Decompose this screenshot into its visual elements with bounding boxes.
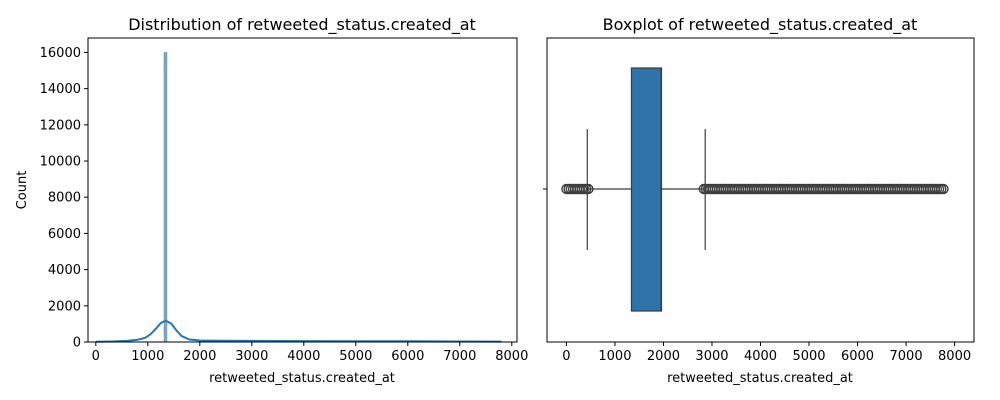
box-xtick-label: 4000 <box>744 349 777 364</box>
hist-frame <box>87 37 518 343</box>
box-xtick-label: 7000 <box>890 349 923 364</box>
hist-ytick-label: 10000 <box>40 155 81 170</box>
box-frame <box>546 37 975 343</box>
hist-ytick-label: 6000 <box>48 227 81 242</box>
hist-xtick-label: 2000 <box>183 349 216 364</box>
hist-ytick-label: 2000 <box>48 299 81 314</box>
box-xtick-label: 3000 <box>695 349 728 364</box>
hist-ytick-label: 16000 <box>40 46 81 61</box>
box-xtick-label: 0 <box>562 349 570 364</box>
hist-xtick-label: 8000 <box>495 349 528 364</box>
hist-xtick-label: 1000 <box>131 349 164 364</box>
hist-plot-area: 0 1000 2000 3000 4000 5000 6000 7000 8000 0 2000 40… <box>40 46 529 364</box>
box-plot-area: 0 1000 2000 3000 4000 5000 6000 7000 8000 <box>543 67 971 364</box>
box-xtick-label: 6000 <box>841 349 874 364</box>
boxplot-flier <box>938 183 949 195</box>
hist-xtick-label: 3000 <box>235 349 268 364</box>
kde-line <box>95 319 502 343</box>
box-xtick-label: 5000 <box>792 349 825 364</box>
hist-xtick-label: 5000 <box>339 349 372 364</box>
hist-ytick-label: 12000 <box>40 118 81 133</box>
hist-title: Distribution of retweeted_status.created… <box>128 15 476 35</box>
boxplot-box <box>630 67 663 312</box>
box-xtick-label: 1000 <box>598 349 631 364</box>
hist-ytick-label: 14000 <box>40 82 81 97</box>
hist-xtick-label: 4000 <box>287 349 320 364</box>
hist-ylabel: Count <box>15 171 30 210</box>
hist-xtick-label: 6000 <box>391 349 424 364</box>
hist-ytick-label: 0 <box>73 336 81 351</box>
box-xlabel: retweeted_status.created_at <box>667 371 853 386</box>
hist-xlabel: retweeted_status.created_at <box>209 371 395 386</box>
hist-xtick-label: 0 <box>92 349 100 364</box>
hist-ytick-label: 4000 <box>48 263 81 278</box>
hist-xtick-label: 7000 <box>443 349 476 364</box>
box-title: Boxplot of retweeted_status.created_at <box>603 15 918 35</box>
hist-ytick-label: 8000 <box>48 191 81 206</box>
hist-bar <box>163 52 168 343</box>
box-xtick-label: 8000 <box>938 349 971 364</box>
box-xtick-label: 2000 <box>647 349 680 364</box>
